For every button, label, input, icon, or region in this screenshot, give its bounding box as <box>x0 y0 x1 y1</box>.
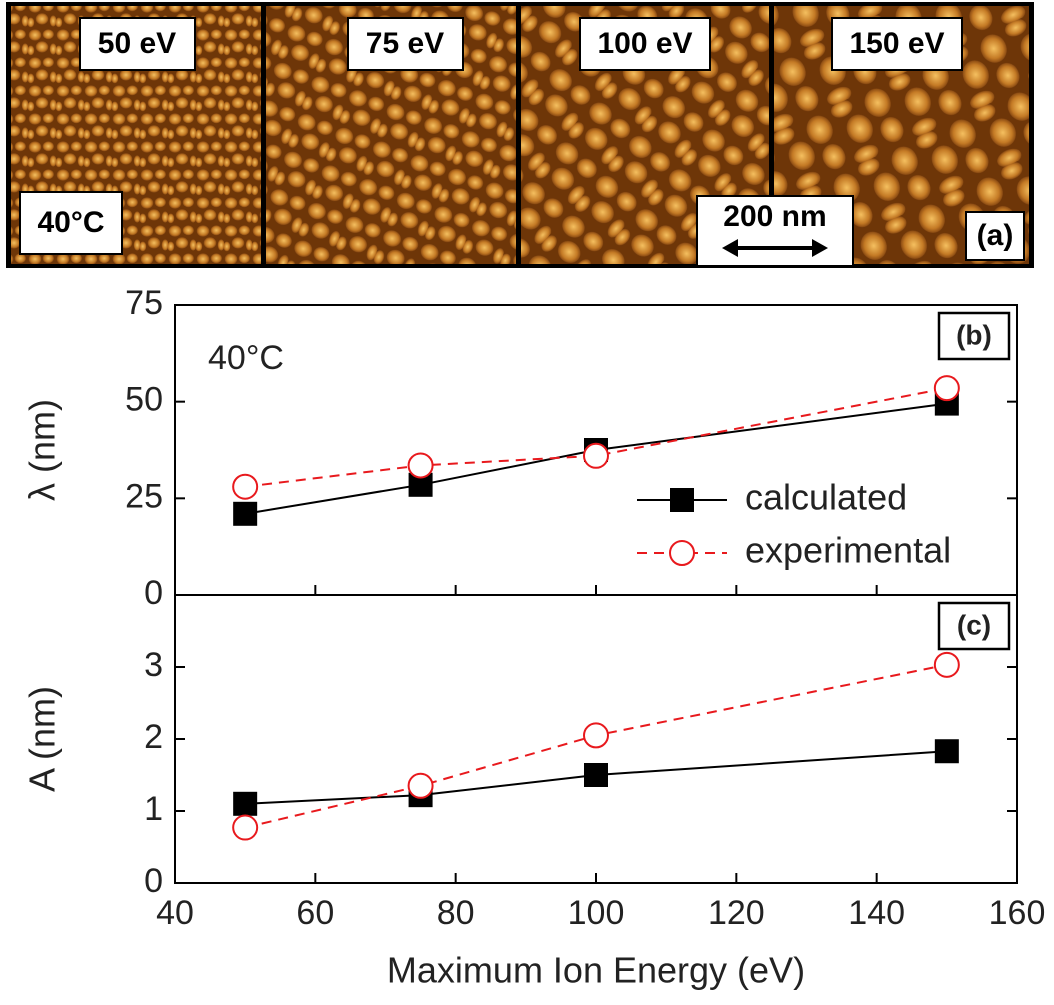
figure: 50 eV 75 eV 100 eV 150 eV 40°C 200 nm (a… <box>0 0 1054 1005</box>
x-tick-label: 60 <box>296 894 334 932</box>
marker <box>584 444 608 468</box>
panel-label: (b) <box>956 319 992 350</box>
y-tick-label: 50 <box>125 381 163 419</box>
marker <box>233 502 257 526</box>
annotation: 40°C <box>208 339 284 377</box>
marker <box>584 723 608 747</box>
marker <box>233 816 257 840</box>
x-axis-label: Maximum Ion Energy (eV) <box>387 950 805 991</box>
y-tick-label: 2 <box>144 718 163 756</box>
legend-marker <box>670 488 694 512</box>
panel-label: (a) <box>977 219 1014 252</box>
y-axis-label: A (nm) <box>22 686 63 792</box>
series-line <box>245 388 947 487</box>
legend-marker <box>670 541 694 565</box>
marker <box>935 376 959 400</box>
marker <box>233 475 257 499</box>
y-tick-label: 0 <box>144 574 163 612</box>
panel-label: (c) <box>957 609 991 640</box>
marker <box>409 453 433 477</box>
page: {"afm_panel": {"images": ["50 eV", "75 e… <box>0 0 1054 1005</box>
x-tick-label: 140 <box>848 894 905 932</box>
marker <box>935 739 959 763</box>
x-tick-label: 160 <box>989 894 1046 932</box>
y-tick-label: 25 <box>125 477 163 515</box>
x-tick-label: 80 <box>437 894 475 932</box>
y-tick-label: 3 <box>144 646 163 684</box>
x-tick-label: 40 <box>156 894 194 932</box>
energy-label: 100 eV <box>597 27 692 60</box>
marker <box>584 763 608 787</box>
marker <box>935 653 959 677</box>
x-tick-label: 120 <box>708 894 765 932</box>
energy-label: 75 eV <box>366 27 444 60</box>
legend-label: experimental <box>745 530 951 571</box>
energy-label: 50 eV <box>98 27 176 60</box>
legend-label: calculated <box>745 477 907 518</box>
temperature-label: 40°C <box>37 206 104 239</box>
x-tick-label: 100 <box>568 894 625 932</box>
marker <box>233 792 257 816</box>
y-tick-label: 1 <box>144 790 163 828</box>
y-axis-label: λ (nm) <box>22 399 63 501</box>
scale-bar-label: 200 nm <box>723 200 826 233</box>
marker <box>409 774 433 798</box>
y-tick-label: 75 <box>125 284 163 322</box>
energy-label: 150 eV <box>849 27 944 60</box>
afm-panel: 50 eV 75 eV 100 eV 150 eV 40°C 200 nm (a… <box>6 2 1034 268</box>
